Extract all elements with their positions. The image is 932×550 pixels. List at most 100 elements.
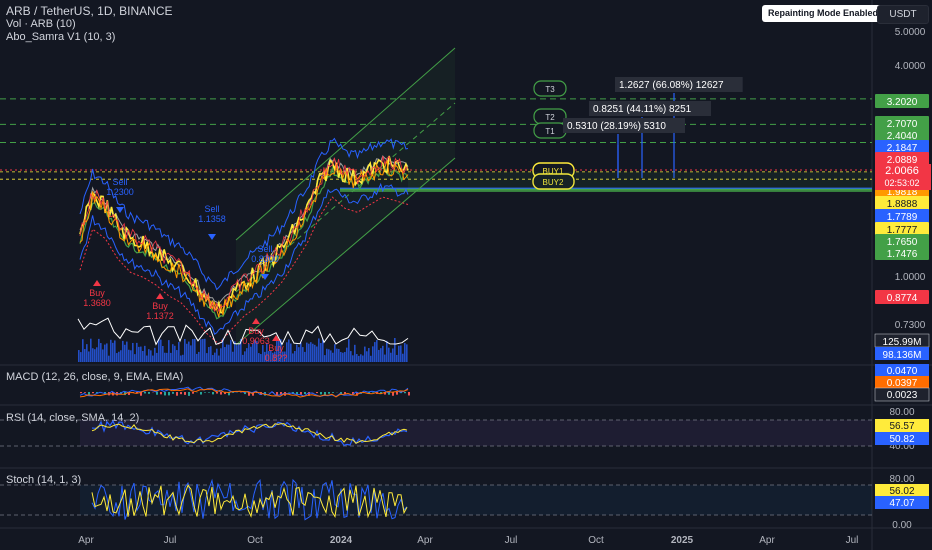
- macd-histogram-bar: [160, 392, 162, 395]
- buy-signal-label: 0.9063: [242, 336, 270, 346]
- volume-bar: [326, 348, 328, 362]
- volume-axis-label-bg: [875, 347, 929, 360]
- volume-bar: [238, 344, 240, 362]
- volume-bar: [120, 350, 122, 362]
- macd-histogram-bar: [144, 392, 146, 394]
- macd-histogram-bar: [328, 392, 330, 394]
- price-axis-label: 1.8888: [887, 199, 918, 210]
- macd-histogram-bar: [396, 392, 398, 395]
- sell-signal-label: 1.2300: [106, 187, 134, 197]
- volume-bar: [116, 353, 118, 362]
- macd-histogram-bar: [184, 392, 186, 395]
- volume-bar: [390, 352, 392, 362]
- price-tick-label: 4.0000: [895, 61, 926, 72]
- volume-bar: [386, 340, 388, 362]
- lower-band: [79, 182, 409, 335]
- volume-bar: [278, 340, 280, 362]
- volume-bar: [222, 338, 224, 362]
- macd-histogram-bar: [388, 392, 390, 395]
- macd-histogram-bar: [232, 392, 234, 393]
- macd-histogram-bar: [180, 392, 182, 395]
- volume-bar: [78, 350, 80, 362]
- buy-signal-arrow: [252, 318, 260, 324]
- macd-histogram-bar: [176, 392, 178, 396]
- volume-bar: [244, 351, 246, 362]
- currency-button[interactable]: USDT: [877, 5, 929, 24]
- volume-bar: [196, 353, 198, 362]
- volume-bar: [158, 339, 160, 362]
- target-info-text: 0.5310 (28.19%) 5310: [567, 121, 666, 132]
- symbol-title[interactable]: ARB / TetherUS, 1D, BINANCE: [6, 4, 173, 18]
- volume-bar: [292, 353, 294, 362]
- time-tick-label: Apr: [417, 535, 433, 546]
- macd-axis-label: 0.0023: [887, 390, 918, 401]
- volume-bar: [220, 348, 222, 362]
- volume-bar: [224, 347, 226, 362]
- volume-bar: [106, 343, 108, 362]
- macd-histogram-bar: [96, 392, 98, 394]
- volume-bar: [402, 353, 404, 362]
- volume-bar: [136, 342, 138, 362]
- volume-bar: [186, 343, 188, 362]
- stoch-band: [80, 485, 872, 515]
- target-label: T1: [545, 127, 555, 136]
- volume-bar: [214, 352, 216, 362]
- volume-bar: [208, 347, 210, 362]
- volume-legend[interactable]: Vol · ARB (10): [6, 18, 76, 30]
- target-info-box: [615, 77, 743, 92]
- volume-bar: [406, 344, 408, 362]
- volume-bar: [348, 339, 350, 362]
- volume-bar: [132, 342, 134, 362]
- volume-bar: [254, 339, 256, 362]
- buy-zone-badge: [532, 173, 575, 190]
- volume-bar: [204, 338, 206, 362]
- volume-bar: [86, 344, 88, 362]
- stoch-axis-label: 56.02: [889, 486, 914, 497]
- volume-bar: [364, 346, 366, 362]
- volume-bar: [290, 343, 292, 362]
- volume-ma-line: [77, 317, 409, 346]
- volume-bar: [308, 343, 310, 362]
- volume-bar: [258, 353, 260, 362]
- rsi-tick: 80.00: [889, 407, 914, 418]
- price-axis-label: 2.1847: [887, 143, 918, 154]
- macd-histogram-bar: [252, 392, 254, 396]
- sell-signal-label: Sell: [204, 204, 219, 214]
- volume-bar: [90, 338, 92, 362]
- time-tick-label: 2024: [330, 535, 353, 546]
- volume-bar: [384, 354, 386, 362]
- volume-bar: [174, 345, 176, 362]
- volume-bar: [376, 340, 378, 362]
- macd-histogram-bar: [80, 392, 82, 394]
- macd-histogram-bar: [408, 392, 410, 396]
- volume-bar: [378, 349, 380, 362]
- macd-histogram-bar: [316, 392, 318, 394]
- volume-bar: [110, 339, 112, 362]
- macd-histogram-bar: [192, 392, 194, 394]
- macd-histogram-bar: [248, 392, 250, 396]
- repainting-mode-badge[interactable]: Repainting Mode Enabled: [762, 5, 885, 22]
- volume-bar: [98, 338, 100, 362]
- volume-bar: [182, 354, 184, 362]
- price-axis-label-bg: [875, 222, 929, 236]
- volume-bar: [228, 344, 230, 362]
- macd-histogram-bar: [392, 392, 394, 396]
- price-axis-label: 2.4040: [887, 131, 918, 142]
- volume-bar: [366, 351, 368, 362]
- rsi-axis-label: 50.82: [889, 434, 914, 445]
- volume-bar: [398, 345, 400, 362]
- volume-bar: [236, 345, 238, 362]
- volume-bar: [252, 343, 254, 362]
- indicator-legend[interactable]: Abo_Samra V1 (10, 3): [6, 31, 116, 43]
- volume-bar: [360, 354, 362, 362]
- volume-bar: [100, 343, 102, 362]
- macd-histogram-bar: [156, 392, 158, 395]
- rsi-tick: 40.00: [889, 441, 914, 452]
- buy-signal-label: 0.8??: [265, 353, 288, 363]
- volume-bar: [234, 341, 236, 362]
- macd-histogram-bar: [88, 392, 90, 395]
- volume-bar: [232, 351, 234, 362]
- rsi-band: [80, 420, 872, 446]
- time-tick-label: Jul: [846, 535, 859, 546]
